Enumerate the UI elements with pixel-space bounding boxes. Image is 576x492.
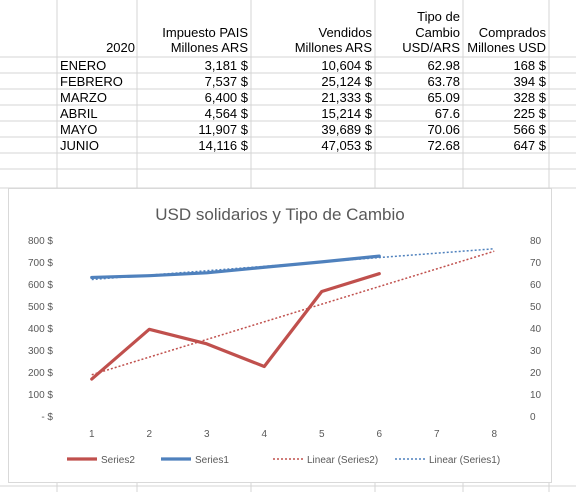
line-chart[interactable]: USD solidarios y Tipo de Cambio 800 $ 700 …	[8, 188, 552, 483]
left-axis-tick-label: 300 $	[28, 346, 53, 357]
cell-month[interactable]: ABRIL	[60, 106, 98, 121]
left-axis-tick-label: 100 $	[28, 390, 53, 401]
legend-label: Linear (Series1)	[429, 455, 500, 466]
legend-label: Series2	[101, 455, 135, 466]
header-tipo-line1[interactable]: Tipo de	[417, 9, 460, 24]
right-axis-tick-label: 80	[530, 236, 542, 247]
cell-comprados[interactable]: 168 $	[513, 58, 546, 73]
x-axis-tick-label: 3	[204, 429, 210, 440]
x-axis-tick-label: 2	[146, 429, 152, 440]
legend-label: Linear (Series2)	[307, 455, 378, 466]
series-line-series2[interactable]	[90, 272, 381, 381]
cell-month[interactable]: ENERO	[60, 58, 107, 73]
cell-comprados[interactable]: 328 $	[513, 90, 546, 105]
series-line-series1[interactable]	[90, 254, 381, 280]
cell-comprados[interactable]: 566 $	[513, 122, 546, 137]
right-axis-tick-label: 70	[530, 258, 542, 269]
x-axis-tick-label: 7	[434, 429, 440, 440]
legend-label: Series1	[195, 455, 229, 466]
header-comprados-line2[interactable]: Millones USD	[467, 40, 546, 55]
left-axis-tick-label: 800 $	[28, 236, 53, 247]
cell-vendidos[interactable]: 10,604 $	[321, 58, 372, 73]
cell-comprados[interactable]: 225 $	[513, 106, 546, 121]
right-axis-tick-label: 50	[530, 302, 542, 313]
left-axis-tick-label: 500 $	[28, 302, 53, 313]
trendline-series2	[91, 250, 495, 376]
header-vendidos-line2[interactable]: Millones ARS	[294, 40, 372, 55]
cell-vendidos[interactable]: 47,053 $	[321, 138, 372, 153]
cell-impuesto[interactable]: 3,181 $	[204, 58, 248, 73]
cell-tipo[interactable]: 63.78	[427, 74, 460, 89]
cell-impuesto[interactable]: 14,116 $	[198, 138, 248, 153]
legend-item[interactable]: Linear (Series1)	[395, 455, 500, 466]
header-impuesto-line2[interactable]: Millones ARS	[170, 40, 248, 55]
right-axis-tick-label: 0	[530, 412, 536, 423]
x-axis-tick-label: 6	[376, 429, 382, 440]
right-axis-tick-label: 20	[530, 368, 542, 379]
cell-tipo[interactable]: 67.6	[434, 106, 460, 121]
right-axis-tick-label: 40	[530, 324, 542, 335]
left-axis-tick-label: 200 $	[28, 368, 53, 379]
x-axis-tick-label: 5	[319, 429, 325, 440]
legend-item[interactable]: Series1	[161, 455, 229, 466]
cell-impuesto[interactable]: 6,400 $	[204, 90, 248, 105]
header-year[interactable]: 2020	[106, 40, 135, 55]
header-comprados-line1[interactable]: Comprados	[478, 25, 546, 40]
cell-vendidos[interactable]: 39,689 $	[321, 122, 372, 137]
legend-item[interactable]: Linear (Series2)	[273, 455, 378, 466]
cell-month[interactable]: FEBRERO	[60, 74, 123, 89]
header-vendidos-line1[interactable]: Vendidos	[318, 25, 373, 40]
cell-tipo[interactable]: 70.06	[427, 122, 460, 137]
header-tipo-line2[interactable]: Cambio	[415, 25, 460, 40]
legend-item[interactable]: Series2	[67, 455, 135, 466]
right-axis-tick-label: 10	[530, 390, 542, 401]
left-axis-tick-label: - $	[41, 412, 53, 423]
x-axis-tick-label: 4	[261, 429, 267, 440]
right-axis-tick-label: 60	[530, 280, 542, 291]
right-axis-tick-label: 30	[530, 346, 542, 357]
cell-comprados[interactable]: 394 $	[513, 74, 546, 89]
chart-title: USD solidarios y Tipo de Cambio	[155, 205, 404, 224]
x-axis-tick-label: 8	[491, 429, 497, 440]
cell-impuesto[interactable]: 7,537 $	[204, 74, 248, 89]
cell-tipo[interactable]: 62.98	[427, 58, 460, 73]
cell-impuesto[interactable]: 11,907 $	[198, 122, 248, 137]
cell-tipo[interactable]: 65.09	[427, 90, 460, 105]
x-axis-tick-label: 1	[89, 429, 95, 440]
cell-month[interactable]: JUNIO	[60, 138, 99, 153]
cell-vendidos[interactable]: 25,124 $	[321, 74, 372, 89]
cell-tipo[interactable]: 72.68	[427, 138, 460, 153]
cell-comprados[interactable]: 647 $	[513, 138, 546, 153]
chart-canvas: USD solidarios y Tipo de Cambio 800 $ 700 …	[28, 205, 542, 466]
cell-impuesto[interactable]: 4,564 $	[204, 106, 248, 121]
header-tipo-line3[interactable]: USD/ARS	[402, 40, 460, 55]
left-axis-tick-label: 700 $	[28, 258, 53, 269]
left-axis-tick-label: 600 $	[28, 280, 53, 291]
cell-month[interactable]: MAYO	[60, 122, 98, 137]
left-axis-tick-label: 400 $	[28, 324, 53, 335]
cell-month[interactable]: MARZO	[60, 90, 107, 105]
cell-vendidos[interactable]: 21,333 $	[321, 90, 372, 105]
header-impuesto-line1[interactable]: Impuesto PAIS	[162, 25, 248, 40]
cell-vendidos[interactable]: 15,214 $	[321, 106, 372, 121]
